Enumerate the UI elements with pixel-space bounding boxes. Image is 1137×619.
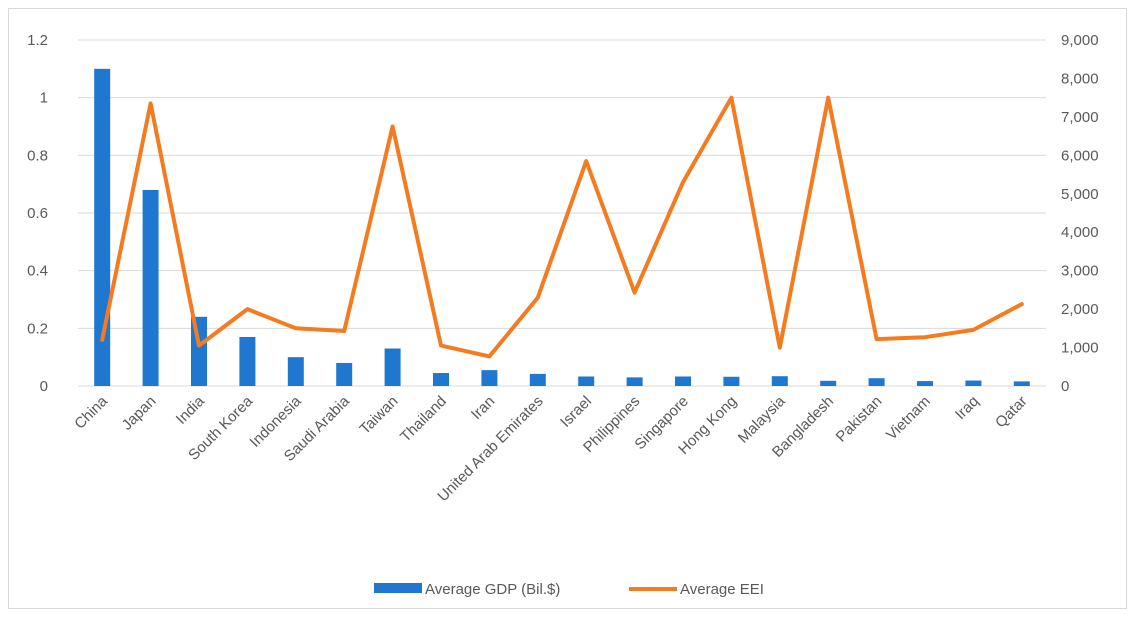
left-y-axis: 0 0.2 0.4 0.6 0.8 1 1.2 — [27, 32, 48, 395]
gdp-bar — [142, 189, 159, 386]
left-tick-label: 1.2 — [27, 32, 48, 49]
gdp-bar — [820, 380, 837, 386]
gdp-bar — [578, 376, 595, 386]
right-tick-label: 2,000 — [1061, 301, 1099, 318]
x-tick-label: Thailand — [397, 393, 450, 446]
right-tick-label: 1,000 — [1061, 340, 1099, 357]
right-y-axis: 0 1,000 2,000 3,000 4,000 5,000 6,000 7,000 8,00… — [1061, 32, 1099, 395]
x-tick-label: Iran — [468, 393, 498, 423]
legend: Average GDP (Bil.$) Average EEI — [374, 581, 764, 598]
eei-line — [100, 95, 1024, 359]
right-tick-label: 7,000 — [1061, 109, 1099, 126]
right-tick-label: 4,000 — [1061, 224, 1099, 241]
x-tick-label: Pakistan — [833, 393, 886, 446]
right-tick-label: 3,000 — [1061, 263, 1099, 280]
left-tick-label: 0.2 — [27, 320, 48, 337]
right-tick-label: 0 — [1061, 378, 1069, 395]
left-tick-label: 1 — [40, 90, 48, 107]
gdp-bar — [481, 370, 498, 386]
gdp-bar — [287, 357, 304, 386]
legend-line-label: Average EEI — [680, 581, 764, 598]
gdp-bar — [723, 376, 740, 386]
gdp-bar — [868, 378, 885, 386]
gdp-bar — [336, 362, 353, 386]
eei-line-path — [100, 95, 1024, 359]
gdp-bar — [917, 381, 933, 386]
x-tick-label: Vietnam — [883, 393, 934, 444]
right-tick-label: 8,000 — [1061, 70, 1099, 87]
right-tick-label: 5,000 — [1061, 186, 1099, 203]
legend-bar-swatch — [374, 583, 422, 593]
left-tick-label: 0.4 — [27, 263, 48, 280]
left-tick-label: 0.8 — [27, 147, 48, 164]
gdp-bar — [626, 377, 643, 386]
gdp-bars — [94, 68, 1030, 387]
x-tick-label: India — [173, 392, 208, 427]
x-tick-label: Iraq — [952, 393, 982, 423]
gdp-bar — [675, 376, 691, 386]
gdp-bar — [965, 380, 982, 386]
gdp-bar — [529, 373, 546, 386]
legend-bar-label: Average GDP (Bil.$) — [425, 581, 560, 598]
x-tick-label: Israel — [557, 393, 595, 431]
left-tick-label: 0.6 — [27, 205, 48, 222]
gridlines — [78, 39, 1046, 387]
right-tick-label: 9,000 — [1061, 32, 1099, 49]
gdp-bar — [1013, 381, 1030, 386]
combo-chart: 0 0.2 0.4 0.6 0.8 1 1.2 0 1,000 2,000 3,000 4,000 5… — [27, 32, 1099, 598]
x-tick-label: Taiwan — [356, 393, 401, 438]
gdp-bar — [384, 348, 401, 386]
x-tick-label: Qatar — [992, 393, 1031, 432]
gdp-bar — [239, 336, 256, 386]
gdp-bar — [771, 376, 788, 386]
x-tick-label: China — [71, 392, 111, 432]
gdp-bar — [433, 373, 449, 386]
right-tick-label: 6,000 — [1061, 147, 1099, 164]
x-tick-label: Japan — [119, 393, 160, 434]
chart-frame: 0 0.2 0.4 0.6 0.8 1 1.2 0 1,000 2,000 3,000 4,000 5… — [8, 8, 1127, 609]
gdp-bar — [94, 68, 111, 387]
left-tick-label: 0 — [40, 378, 48, 395]
